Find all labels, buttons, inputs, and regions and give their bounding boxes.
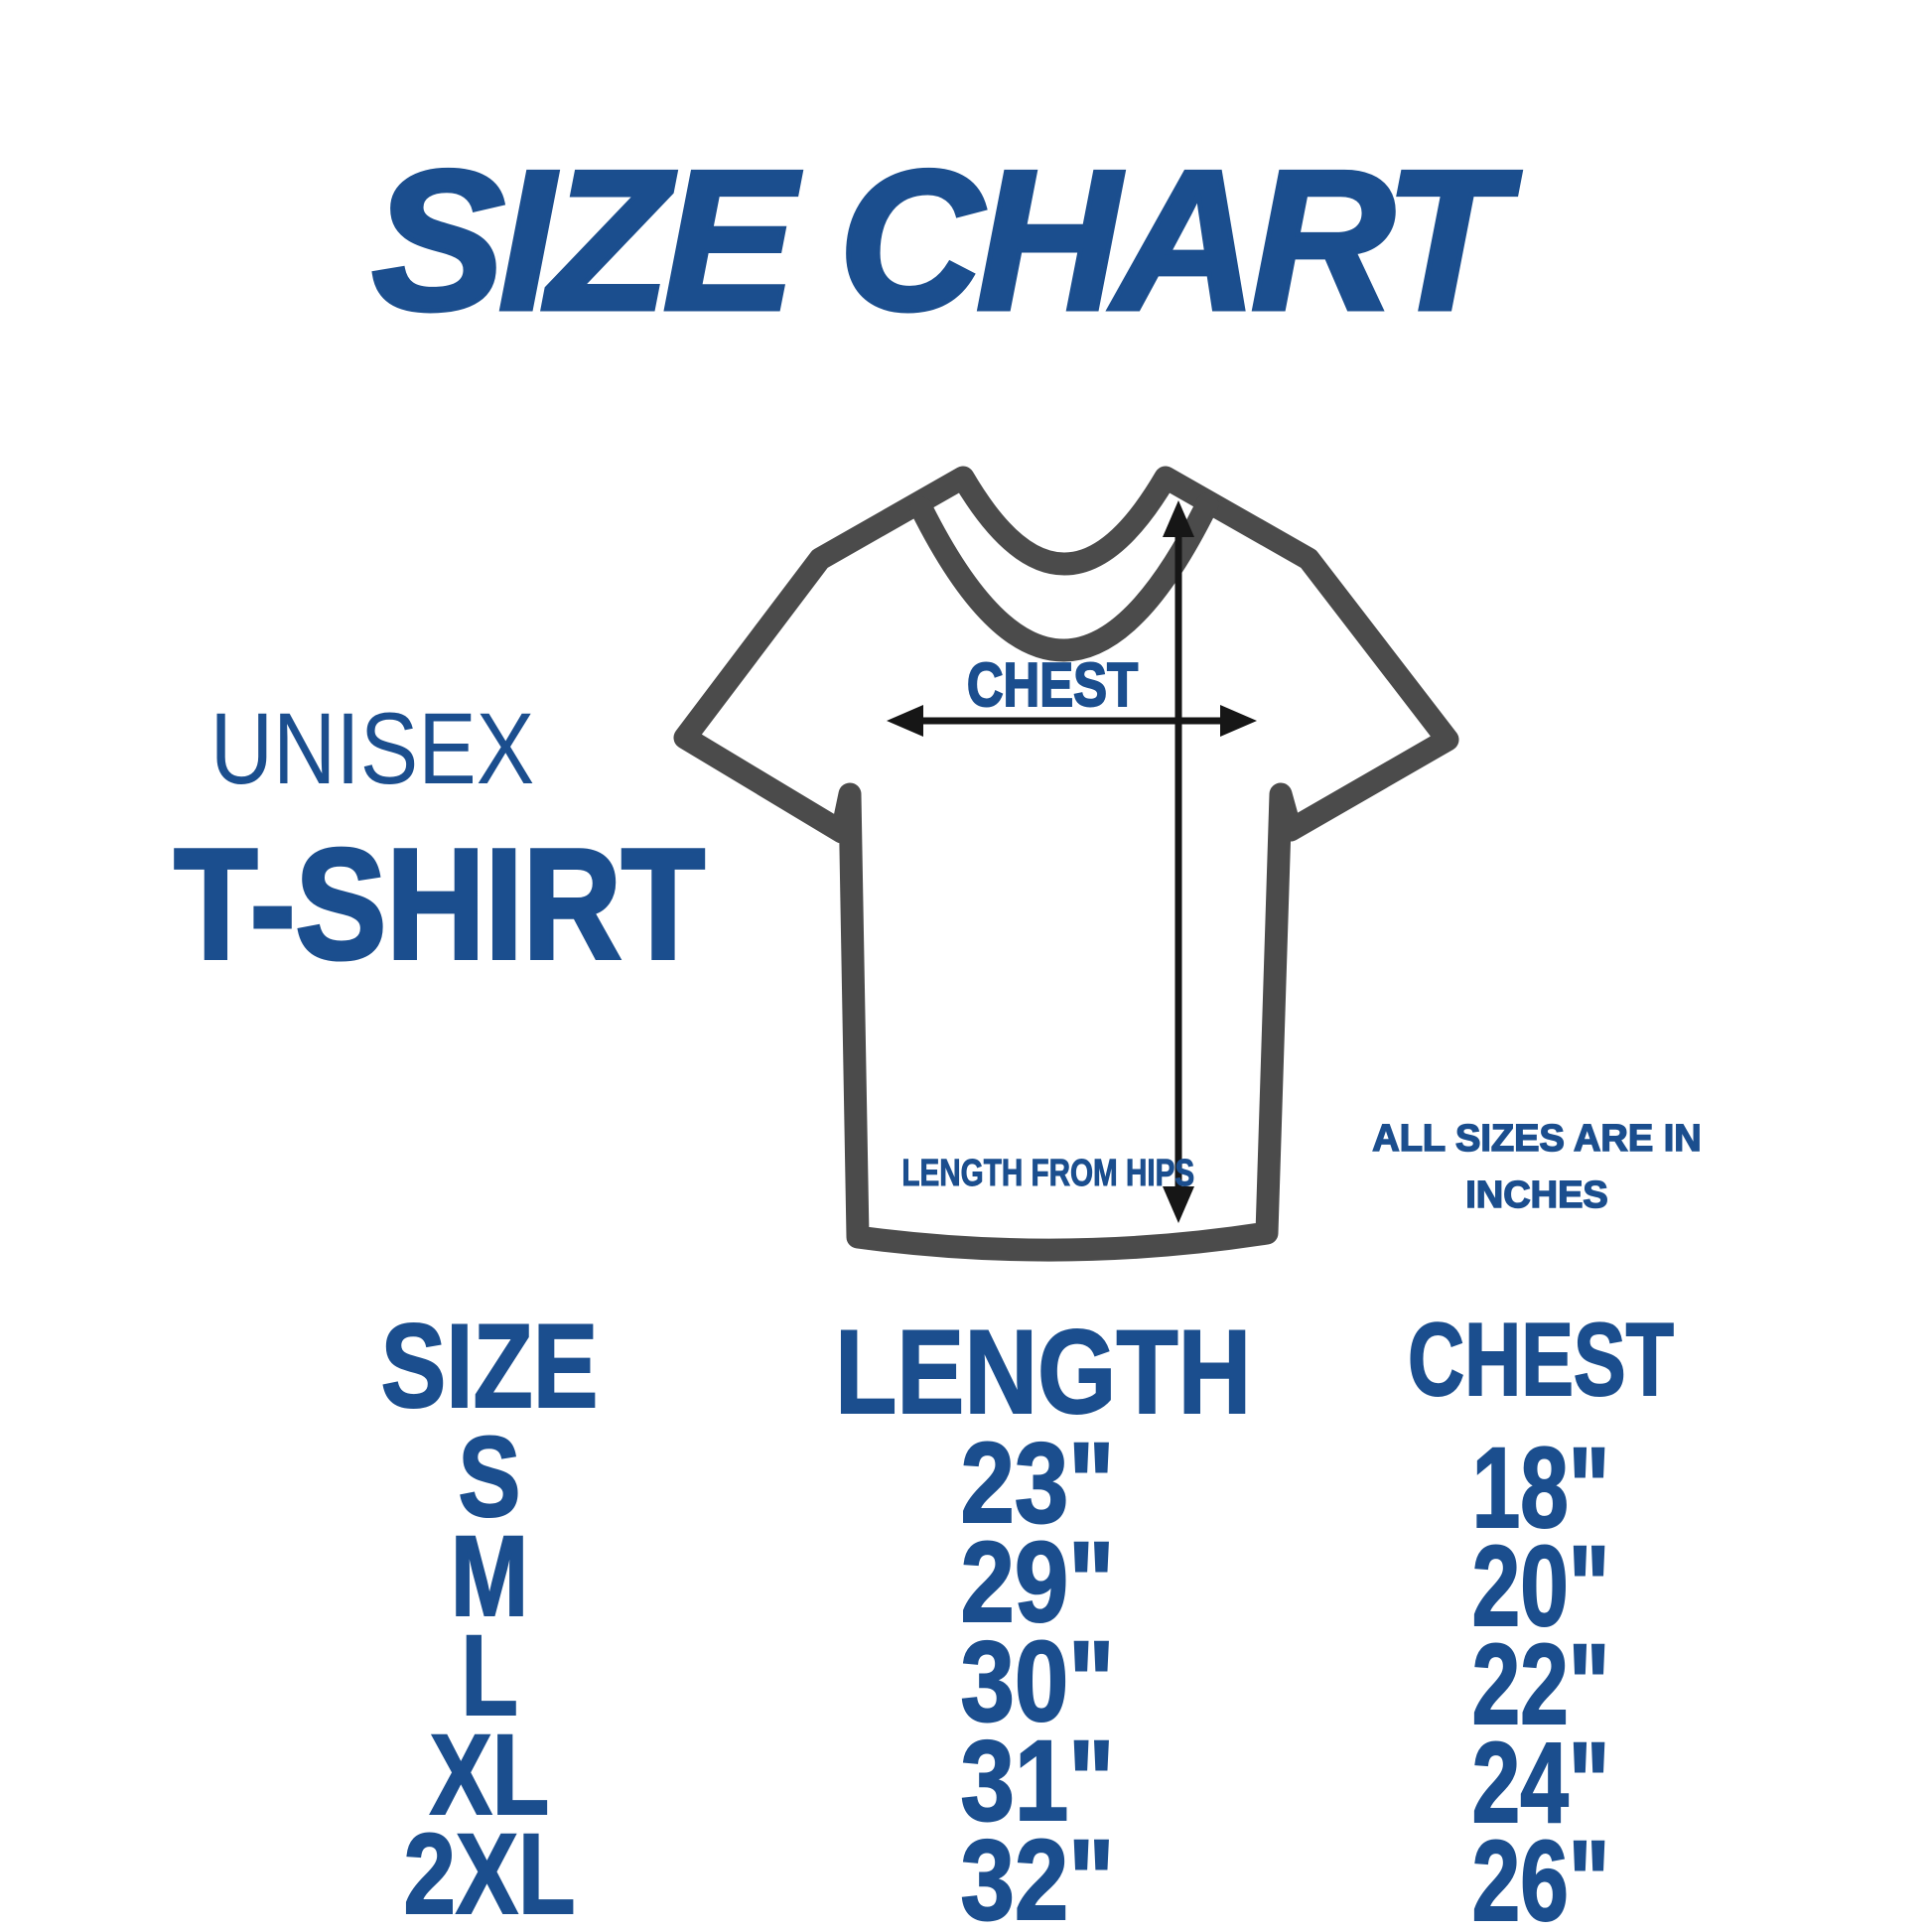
page-title: SIZE CHART: [369, 130, 1508, 351]
size-cell: S: [458, 1414, 522, 1541]
length-cell: 29": [960, 1519, 1116, 1646]
chest-column-header: CHEST: [1407, 1303, 1674, 1418]
size-cell: XL: [429, 1712, 550, 1839]
units-note-line1: ALL SIZES ARE IN: [1372, 1117, 1703, 1161]
chest-cell: 18": [1471, 1425, 1610, 1552]
size-cell: M: [450, 1513, 529, 1640]
length-cell: 32": [960, 1817, 1116, 1932]
chest-cell: 26": [1471, 1818, 1610, 1932]
length-cell: 30": [960, 1618, 1116, 1745]
chest-arrow: [887, 705, 1257, 737]
length-column: LENGTH 23" 29" 30" 31" 32": [834, 1306, 1252, 1932]
size-column-header: SIZE: [380, 1300, 599, 1433]
product-type-label: UNISEX: [209, 692, 535, 805]
size-cell: L: [460, 1612, 518, 1739]
size-column: SIZE S M L XL 2XL: [294, 1300, 685, 1932]
units-note-line2: INCHES: [1464, 1173, 1608, 1217]
length-measure-label: LENGTH FROM HIPS: [901, 1153, 1195, 1194]
chest-column-values: 18" 20" 22" 24" 26": [1360, 1425, 1723, 1932]
chest-cell: 22": [1471, 1621, 1610, 1748]
size-column-values: S M L XL 2XL: [294, 1414, 685, 1932]
length-cell: 23": [960, 1420, 1116, 1547]
size-cell: 2XL: [403, 1811, 577, 1932]
length-cell: 31": [960, 1718, 1116, 1845]
length-column-header: LENGTH: [834, 1306, 1252, 1439]
chest-measure-label: CHEST: [966, 651, 1139, 720]
collar-arc: [909, 492, 1219, 662]
length-arrow: [1163, 500, 1194, 1223]
product-name-label: T-SHIRT: [173, 817, 707, 992]
length-column-values: 23" 29" 30" 31" 32": [835, 1420, 1240, 1932]
tshirt-outline: [673, 466, 1459, 1262]
chest-column: CHEST 18" 20" 22" 24" 26": [1360, 1303, 1723, 1932]
units-note: ALL SIZES ARE IN INCHES: [1338, 1111, 1735, 1224]
chest-cell: 20": [1471, 1523, 1610, 1650]
chest-cell: 24": [1471, 1720, 1610, 1847]
